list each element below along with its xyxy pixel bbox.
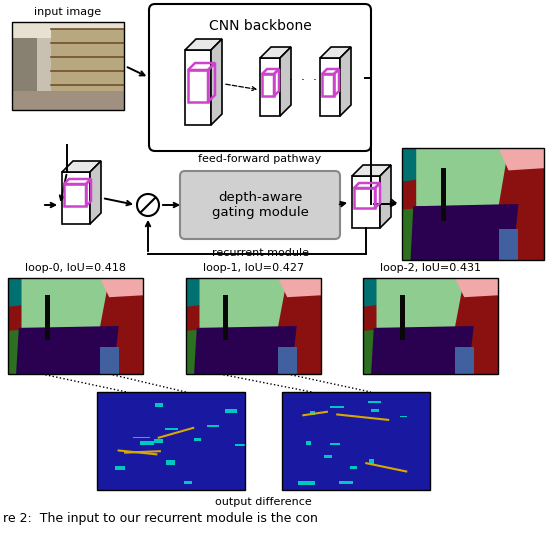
Polygon shape — [320, 58, 340, 116]
Text: CNN backbone: CNN backbone — [209, 19, 311, 33]
Polygon shape — [368, 401, 381, 403]
Polygon shape — [402, 148, 544, 260]
Polygon shape — [97, 392, 245, 490]
Polygon shape — [140, 441, 153, 445]
Polygon shape — [12, 22, 124, 38]
Polygon shape — [455, 278, 498, 297]
Polygon shape — [207, 424, 219, 427]
Circle shape — [137, 194, 159, 216]
Polygon shape — [115, 465, 125, 469]
Polygon shape — [186, 278, 321, 374]
Polygon shape — [22, 278, 109, 328]
Text: output difference: output difference — [215, 497, 312, 507]
Text: feed-forward pathway: feed-forward pathway — [198, 154, 322, 164]
Text: loop-1, IoU=0.427: loop-1, IoU=0.427 — [203, 263, 304, 273]
Polygon shape — [133, 437, 150, 438]
Polygon shape — [371, 409, 379, 411]
Polygon shape — [402, 148, 419, 181]
Text: loop-2, IoU=0.431: loop-2, IoU=0.431 — [380, 263, 481, 273]
Text: depth-aware
gating module: depth-aware gating module — [212, 191, 309, 219]
Polygon shape — [62, 161, 101, 172]
Polygon shape — [363, 278, 498, 374]
Polygon shape — [193, 438, 201, 441]
Polygon shape — [282, 392, 430, 490]
Polygon shape — [223, 295, 228, 340]
FancyBboxPatch shape — [180, 171, 340, 239]
Polygon shape — [186, 278, 202, 307]
Polygon shape — [199, 278, 288, 328]
Polygon shape — [235, 444, 246, 445]
Text: input image: input image — [34, 7, 101, 17]
Polygon shape — [370, 460, 374, 464]
Polygon shape — [12, 91, 124, 110]
Polygon shape — [330, 443, 340, 446]
Text: loop-0, IoU=0.418: loop-0, IoU=0.418 — [25, 263, 126, 273]
Polygon shape — [12, 22, 37, 110]
Text: re 2:  The input to our recurrent module is the con: re 2: The input to our recurrent module … — [3, 512, 318, 525]
Polygon shape — [411, 204, 519, 260]
Polygon shape — [194, 326, 297, 374]
Polygon shape — [350, 466, 357, 469]
Polygon shape — [499, 228, 519, 260]
Polygon shape — [416, 148, 509, 206]
Polygon shape — [51, 29, 124, 101]
Polygon shape — [306, 441, 311, 445]
Polygon shape — [400, 295, 405, 340]
Polygon shape — [441, 168, 446, 221]
Polygon shape — [16, 326, 119, 374]
Polygon shape — [100, 347, 119, 374]
Polygon shape — [324, 455, 332, 458]
Polygon shape — [371, 326, 474, 374]
Polygon shape — [278, 347, 297, 374]
FancyBboxPatch shape — [149, 4, 371, 151]
Polygon shape — [352, 165, 391, 176]
Polygon shape — [363, 328, 401, 374]
Polygon shape — [186, 328, 224, 374]
Polygon shape — [280, 47, 291, 116]
Polygon shape — [363, 278, 379, 307]
Polygon shape — [100, 278, 143, 297]
Polygon shape — [8, 278, 24, 307]
Polygon shape — [90, 161, 101, 224]
Polygon shape — [330, 406, 343, 408]
Polygon shape — [45, 295, 50, 340]
Text: recurrent module: recurrent module — [212, 248, 309, 258]
Polygon shape — [455, 347, 474, 374]
Polygon shape — [377, 278, 464, 328]
Polygon shape — [298, 481, 315, 485]
Polygon shape — [278, 278, 321, 297]
Polygon shape — [352, 176, 380, 228]
Polygon shape — [320, 47, 351, 58]
Polygon shape — [225, 409, 237, 413]
Polygon shape — [185, 50, 211, 125]
Polygon shape — [154, 439, 163, 443]
Polygon shape — [185, 39, 222, 50]
Polygon shape — [402, 206, 442, 260]
Polygon shape — [166, 460, 176, 465]
Polygon shape — [260, 58, 280, 116]
Polygon shape — [155, 403, 163, 407]
Polygon shape — [184, 481, 192, 484]
Polygon shape — [380, 165, 391, 228]
Polygon shape — [165, 428, 178, 430]
Polygon shape — [401, 416, 407, 417]
Polygon shape — [8, 278, 143, 374]
Polygon shape — [8, 328, 46, 374]
Polygon shape — [211, 39, 222, 125]
Polygon shape — [499, 148, 544, 171]
Polygon shape — [62, 172, 90, 224]
Polygon shape — [339, 481, 353, 484]
Polygon shape — [12, 22, 124, 110]
Polygon shape — [340, 47, 351, 116]
Text: ·  ·  ·: · · · — [289, 73, 317, 86]
Polygon shape — [310, 410, 315, 415]
Polygon shape — [260, 47, 291, 58]
